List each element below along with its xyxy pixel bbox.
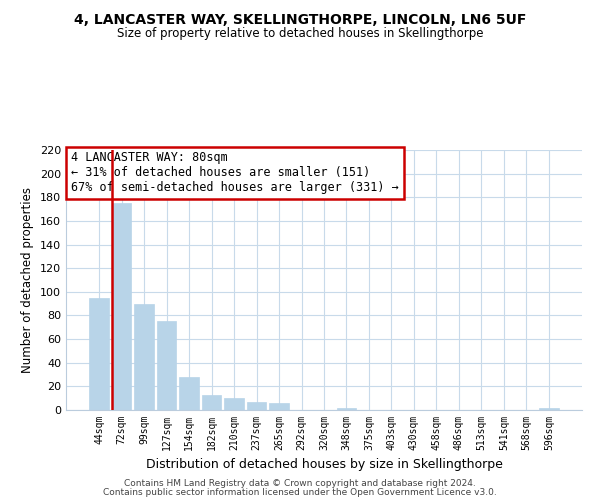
Text: Contains public sector information licensed under the Open Government Licence v3: Contains public sector information licen… (103, 488, 497, 497)
X-axis label: Distribution of detached houses by size in Skellingthorpe: Distribution of detached houses by size … (146, 458, 502, 471)
Y-axis label: Number of detached properties: Number of detached properties (22, 187, 34, 373)
Bar (337, 408, 356, 410)
Bar (134, 304, 154, 410)
Bar (224, 398, 244, 410)
Bar (157, 322, 176, 410)
Bar (202, 394, 221, 410)
Bar (269, 403, 289, 410)
Bar (179, 377, 199, 410)
Text: 4 LANCASTER WAY: 80sqm
← 31% of detached houses are smaller (151)
67% of semi-de: 4 LANCASTER WAY: 80sqm ← 31% of detached… (71, 152, 399, 194)
Bar (247, 402, 266, 410)
Text: Contains HM Land Registry data © Crown copyright and database right 2024.: Contains HM Land Registry data © Crown c… (124, 478, 476, 488)
Text: 4, LANCASTER WAY, SKELLINGTHORPE, LINCOLN, LN6 5UF: 4, LANCASTER WAY, SKELLINGTHORPE, LINCOL… (74, 12, 526, 26)
Bar (112, 203, 131, 410)
Text: Size of property relative to detached houses in Skellingthorpe: Size of property relative to detached ho… (117, 28, 483, 40)
Bar (89, 298, 109, 410)
Bar (539, 408, 559, 410)
